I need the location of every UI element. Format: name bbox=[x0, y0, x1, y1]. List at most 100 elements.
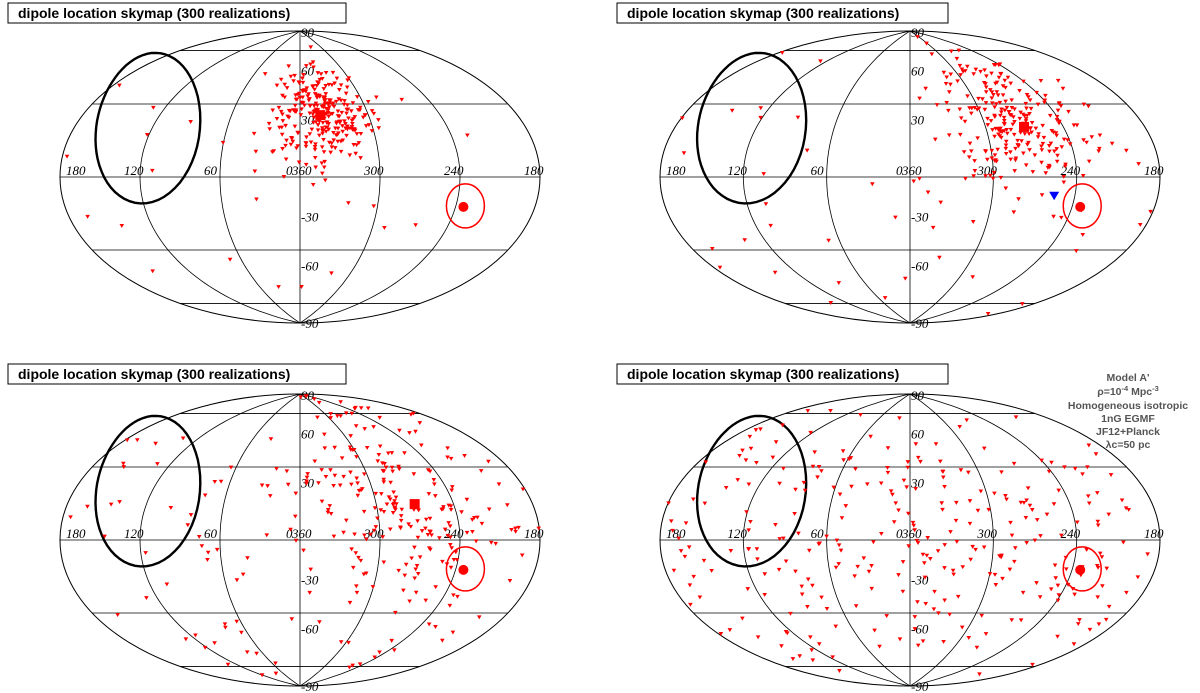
realization-marker bbox=[966, 470, 971, 475]
realization-marker bbox=[119, 223, 125, 228]
realization-marker bbox=[997, 100, 1003, 105]
realization-marker bbox=[973, 67, 979, 72]
realization-marker bbox=[942, 598, 947, 603]
realization-marker bbox=[810, 464, 816, 469]
realization-marker bbox=[967, 521, 973, 526]
realization-marker bbox=[989, 90, 995, 95]
realization-marker bbox=[349, 125, 355, 129]
realization-marker bbox=[985, 123, 991, 128]
realization-marker bbox=[828, 301, 834, 305]
realization-marker bbox=[755, 557, 760, 562]
realization-marker bbox=[1000, 84, 1006, 89]
realization-marker bbox=[1055, 583, 1061, 588]
realization-marker bbox=[321, 137, 326, 142]
realization-marker bbox=[390, 469, 395, 474]
realization-marker bbox=[259, 483, 265, 488]
realization-marker bbox=[513, 529, 518, 534]
realization-marker bbox=[925, 190, 931, 195]
realization-marker bbox=[897, 416, 902, 421]
realization-marker bbox=[300, 95, 306, 100]
realization-marker bbox=[442, 527, 448, 532]
skymap-panel: dipole location skymap (300 realizations… bbox=[616, 363, 1164, 693]
realization-marker bbox=[1020, 112, 1026, 117]
realization-marker bbox=[729, 108, 735, 113]
realization-marker bbox=[801, 480, 807, 485]
realization-marker bbox=[280, 112, 285, 117]
realization-marker bbox=[942, 566, 947, 571]
realization-marker bbox=[356, 555, 361, 560]
realization-marker bbox=[282, 95, 288, 100]
longitude-tick-label: 300 bbox=[363, 526, 384, 541]
realization-marker bbox=[411, 472, 417, 477]
realization-marker bbox=[323, 70, 329, 75]
realization-marker bbox=[188, 513, 194, 518]
realization-marker bbox=[1005, 75, 1011, 80]
realization-marker bbox=[282, 82, 288, 87]
realization-marker bbox=[920, 639, 926, 644]
realization-marker bbox=[304, 135, 309, 140]
realization-marker bbox=[331, 138, 337, 143]
longitude-tick-label: 180 bbox=[666, 526, 686, 541]
realization-marker bbox=[342, 99, 347, 104]
realization-marker bbox=[280, 147, 285, 151]
realization-marker bbox=[264, 533, 270, 538]
realization-marker bbox=[193, 633, 198, 638]
realization-marker bbox=[150, 269, 155, 274]
skymap-panel: dipole location skymap (300 realizations… bbox=[7, 2, 544, 331]
realization-marker bbox=[392, 499, 397, 504]
realization-marker bbox=[371, 204, 377, 209]
realization-marker bbox=[959, 625, 965, 630]
realization-marker bbox=[915, 541, 921, 546]
realization-marker bbox=[985, 311, 991, 316]
realization-marker bbox=[287, 109, 293, 114]
realization-marker bbox=[360, 115, 366, 120]
realization-marker bbox=[979, 613, 985, 618]
realization-marker bbox=[196, 534, 202, 539]
realization-marker bbox=[413, 223, 418, 228]
realization-marker bbox=[372, 655, 377, 660]
realization-marker bbox=[877, 644, 882, 649]
realization-marker bbox=[323, 92, 329, 97]
realization-marker bbox=[414, 564, 420, 568]
realization-marker bbox=[666, 501, 671, 506]
realization-marker bbox=[319, 468, 324, 473]
realization-marker bbox=[326, 127, 331, 132]
realization-marker bbox=[983, 632, 989, 637]
observed-dipole-marker bbox=[1075, 564, 1086, 575]
realization-marker bbox=[758, 427, 763, 432]
realization-marker bbox=[981, 545, 987, 550]
longitude-tick-label: 360 bbox=[901, 163, 922, 178]
realization-marker bbox=[836, 543, 842, 548]
realization-marker bbox=[805, 605, 810, 609]
realization-marker bbox=[974, 107, 980, 112]
realization-marker bbox=[1046, 144, 1052, 148]
realization-marker bbox=[310, 84, 315, 89]
realization-marker bbox=[304, 479, 309, 484]
realization-marker bbox=[363, 113, 368, 118]
realization-marker bbox=[1024, 92, 1030, 97]
realization-marker bbox=[1056, 488, 1062, 493]
realization-marker bbox=[967, 499, 973, 504]
realization-marker bbox=[433, 585, 438, 590]
realization-marker bbox=[1003, 139, 1009, 144]
realization-marker bbox=[1001, 119, 1007, 123]
realization-marker bbox=[321, 150, 327, 155]
realization-marker bbox=[1055, 153, 1060, 158]
realization-marker bbox=[267, 494, 273, 499]
realization-marker bbox=[969, 106, 975, 111]
realization-marker bbox=[338, 83, 344, 88]
meridian-gridline bbox=[299, 30, 461, 324]
realization-marker bbox=[896, 508, 901, 513]
realization-marker bbox=[345, 124, 350, 129]
realization-marker bbox=[329, 141, 334, 146]
realization-marker bbox=[1100, 584, 1105, 589]
realization-marker bbox=[340, 124, 345, 129]
realization-marker bbox=[387, 527, 393, 532]
realization-marker bbox=[1034, 90, 1039, 95]
realization-marker bbox=[314, 95, 320, 100]
realization-marker bbox=[283, 157, 289, 162]
realization-marker bbox=[1060, 86, 1066, 91]
meridian-gridline bbox=[909, 393, 1078, 687]
realization-marker bbox=[999, 107, 1004, 112]
realization-marker bbox=[950, 568, 956, 573]
